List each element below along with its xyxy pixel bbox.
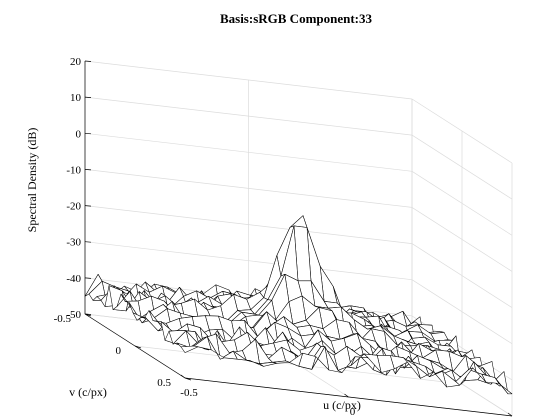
- z-tick-label: 20: [70, 56, 82, 68]
- u-tick-mark: [344, 393, 349, 398]
- z-tick-mark: [84, 96, 92, 98]
- v-tick-mark: [134, 345, 142, 349]
- z-tick-label: -10: [66, 164, 81, 176]
- v-tick-label: 0.5: [157, 377, 171, 389]
- surface-face: [180, 345, 199, 353]
- v-tick-label: 0: [116, 345, 122, 357]
- u-tick-mark: [507, 412, 513, 417]
- z-tick-label: -50: [66, 309, 81, 321]
- u-tick-mark: [180, 374, 186, 379]
- z-axis-label: Spectral Density (dB): [25, 128, 39, 233]
- y-axis-label: v (c/px): [69, 385, 107, 399]
- u-tick-label: 0: [350, 406, 356, 418]
- z-tick-mark: [84, 205, 92, 207]
- z-tick-label: 0: [76, 128, 82, 140]
- z-tick-mark: [84, 277, 92, 279]
- z-tick-mark: [84, 60, 92, 62]
- z-tick-label: -30: [66, 237, 81, 249]
- chart-title: Basis:sRGB Component:33: [220, 11, 373, 26]
- z-tick-label: -40: [66, 273, 81, 285]
- z-tick-mark: [84, 169, 92, 171]
- axes-box: [84, 60, 513, 417]
- v-tick-mark: [84, 313, 92, 317]
- z-tick-label: -20: [66, 201, 81, 213]
- v-tick-mark: [184, 377, 192, 381]
- surface-mesh: [84, 215, 513, 395]
- z-tick-label: 10: [70, 92, 82, 104]
- z-tick-mark: [84, 241, 92, 243]
- u-tick-label: -0.5: [180, 387, 198, 399]
- surface-face: [289, 215, 308, 228]
- x-axis-label: u (c/px): [323, 398, 361, 412]
- v-tick-label: -0.5: [54, 313, 72, 325]
- z-tick-mark: [84, 132, 92, 135]
